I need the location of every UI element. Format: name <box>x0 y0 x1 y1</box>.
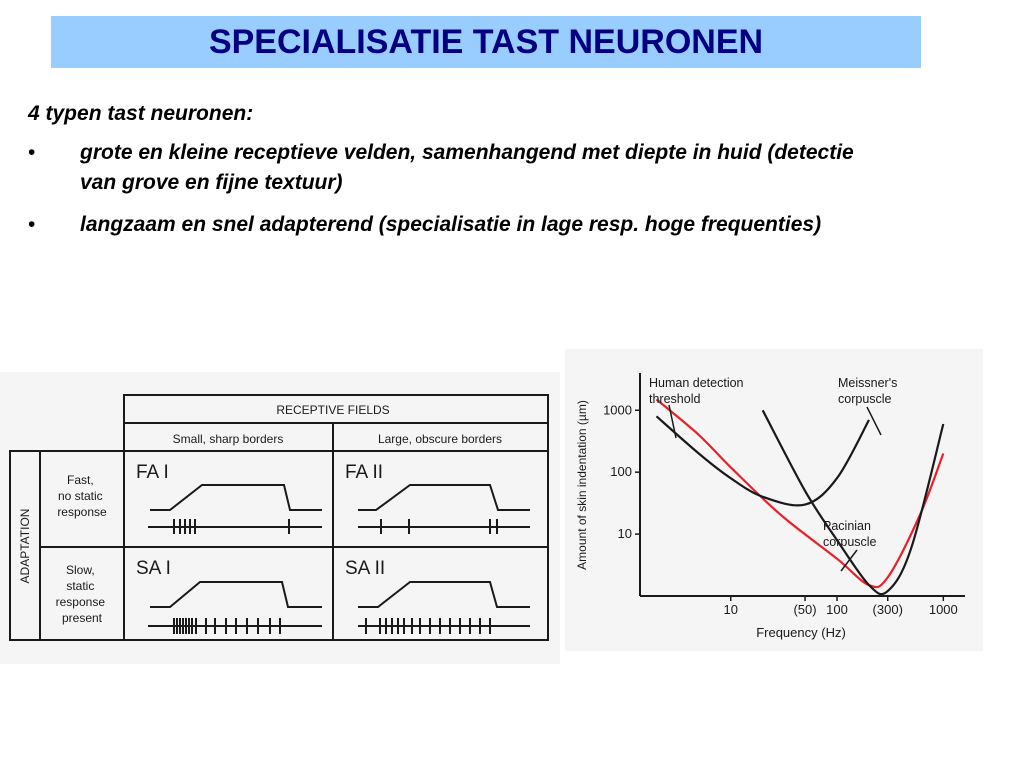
col-large-label: Large, obscure borders <box>378 432 502 446</box>
annotation-pointers <box>668 404 882 572</box>
bullet-marker: • <box>28 141 36 164</box>
bullet-text: langzaam en snel adapterend (specialisat… <box>80 213 822 236</box>
col-small-label: Small, sharp borders <box>173 432 284 446</box>
chart-annotation: Meissner's corpuscle <box>838 376 897 406</box>
annotation-group: Human detection threshold Meissner's corpus… <box>649 376 897 549</box>
chart-annotation: Pacinian corpuscle <box>823 519 877 549</box>
sa1-stimulus-trace <box>150 581 322 608</box>
y-tick-label: 1000 <box>603 402 632 417</box>
bullet-text: grote en kleine receptieve velden, samen… <box>80 141 854 194</box>
intro-text: 4 typen tast neuronen: <box>28 102 254 125</box>
sa1-spikes <box>173 618 281 634</box>
fa2-spikes <box>380 519 498 534</box>
y-tick-label: 10 <box>618 526 632 541</box>
x-tick-group: 10 (50) 100 (300) 1000 <box>724 596 958 617</box>
slide-title-bar: SPECIALISATIE TAST NEURONEN <box>51 16 921 68</box>
x-tick-label: 1000 <box>929 602 958 617</box>
fa2-label: FA II <box>345 462 383 483</box>
x-tick-label: (50) <box>793 602 816 617</box>
fa1-label: FA I <box>136 462 169 483</box>
row-fast-label: Fast, no static response <box>57 473 107 519</box>
fa1-stimulus-trace <box>150 484 322 511</box>
sa1-label: SA I <box>136 558 171 579</box>
y-axis-label: Amount of skin indentation (µm) <box>575 400 589 570</box>
fa1-spikes <box>173 519 290 534</box>
x-axis-label: Frequency (Hz) <box>756 625 846 640</box>
row-slow-label: Slow, static response present <box>56 563 109 625</box>
series-line-2 <box>761 409 945 596</box>
slide-body: 4 typen tast neuronen: • grote en kleine… <box>28 100 868 252</box>
slide-title: SPECIALISATIE TAST NEURONEN <box>208 22 764 61</box>
receptive-fields-diagram: RECEPTIVE FIELDS Small, sharp borders La… <box>9 394 549 641</box>
x-tick-label: (300) <box>873 602 903 617</box>
adaptation-label: ADAPTATION <box>18 509 32 584</box>
series-line-0 <box>655 398 945 589</box>
bullet-item: • langzaam en snel adapterend (specialis… <box>28 210 868 240</box>
chart-svg: 1000 100 10 10 (50) 100 (300) 1000 Amount of s… <box>575 373 965 640</box>
fa2-stimulus-trace <box>358 484 530 511</box>
receptive-fields-figure: RECEPTIVE FIELDS Small, sharp borders La… <box>0 372 560 664</box>
bullet-marker: • <box>28 213 36 236</box>
x-tick-label: 10 <box>724 602 738 617</box>
y-tick-group: 1000 100 10 <box>603 402 640 541</box>
receptive-fields-header: RECEPTIVE FIELDS <box>276 403 389 417</box>
series-line-1 <box>655 415 870 507</box>
sa2-spikes <box>365 618 491 634</box>
sa2-stimulus-trace <box>358 581 530 608</box>
frequency-threshold-chart: 1000 100 10 10 (50) 100 (300) 1000 Amount of s… <box>565 349 983 651</box>
y-tick-label: 100 <box>610 464 632 479</box>
series-group <box>655 398 945 596</box>
x-tick-label: 100 <box>826 602 848 617</box>
sa2-label: SA II <box>345 558 385 579</box>
chart-annotation: Human detection threshold <box>649 376 744 406</box>
bullet-item: • grote en kleine receptieve velden, sam… <box>28 138 868 198</box>
